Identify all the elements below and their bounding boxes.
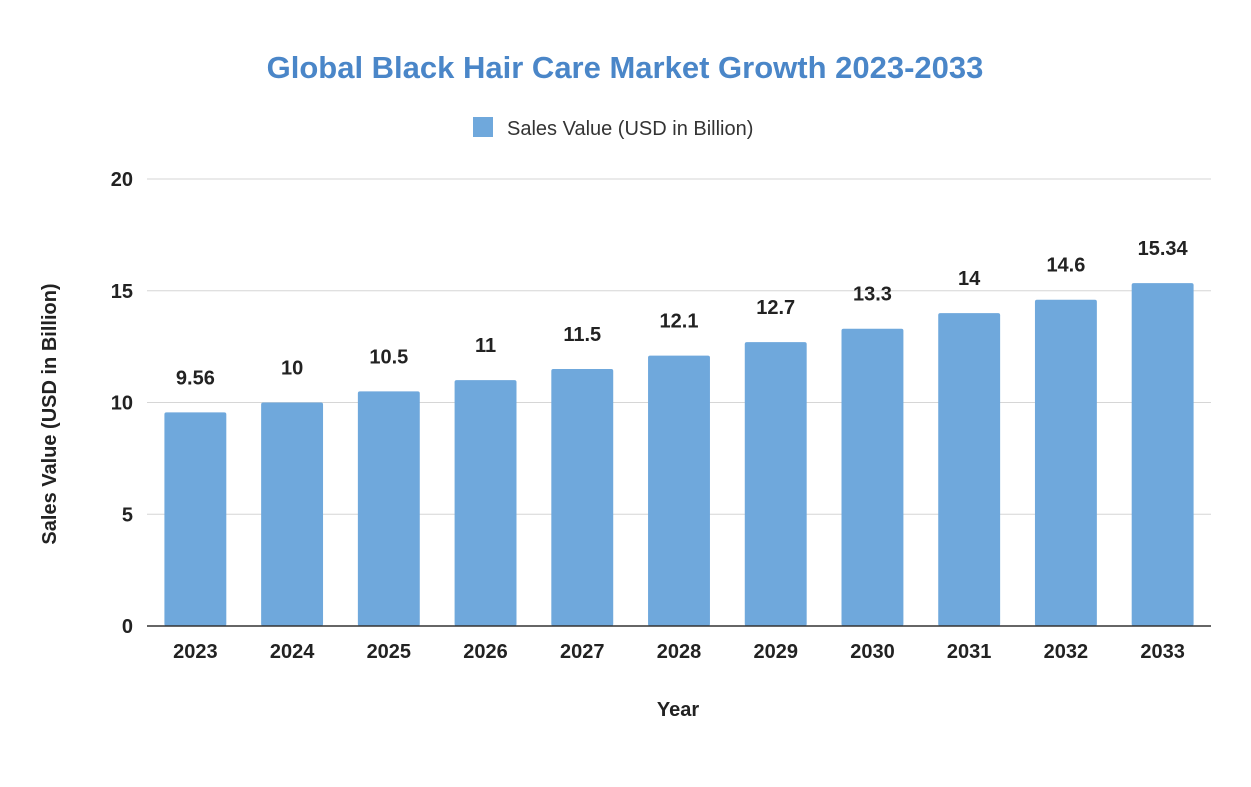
data-labels: 9.56 10 10.5 11 11.5 12.1 12.7 13.3 14 14.6 15.34: [176, 238, 1189, 389]
x-tick-label-2027: 2027: [560, 641, 605, 663]
y-tick-label-15: 15: [111, 281, 133, 303]
x-tick-label-2025: 2025: [367, 641, 412, 663]
x-tick-label-2029: 2029: [753, 641, 798, 663]
data-label-2028: 12.1: [660, 311, 699, 333]
bar-2033: [1131, 283, 1194, 626]
y-tick-label-5: 5: [122, 504, 133, 526]
data-label-2027: 11.5: [563, 324, 601, 346]
y-axis-ticks: 0 5 10 15 20: [111, 169, 133, 638]
y-tick-label-0: 0: [122, 616, 133, 638]
data-label-2025: 10.5: [369, 346, 408, 368]
bar-2030: [841, 328, 904, 626]
bar-2023: [164, 412, 227, 626]
data-label-2026: 11: [475, 335, 496, 357]
y-tick-label-10: 10: [111, 393, 133, 415]
x-tick-label-2024: 2024: [270, 641, 315, 663]
y-tick-label-20: 20: [111, 169, 133, 191]
data-label-2032: 14.6: [1046, 255, 1085, 277]
bar-2028: [648, 355, 710, 626]
legend-label: Sales Value (USD in Billion): [507, 118, 753, 140]
bar-2025: [357, 391, 420, 626]
data-label-2024: 10: [281, 358, 303, 380]
x-tick-label-2023: 2023: [173, 641, 218, 663]
bar-2032: [1034, 299, 1097, 626]
data-label-2029: 12.7: [756, 297, 795, 319]
chart-title: Global Black Hair Care Market Growth 202…: [267, 50, 984, 85]
data-label-2031: 14: [958, 268, 981, 290]
y-axis-title: Sales Value (USD in Billion): [39, 283, 61, 544]
x-tick-label-2031: 2031: [947, 641, 992, 663]
bars: [164, 283, 1194, 626]
bar-2026: [454, 380, 517, 626]
x-axis-ticks: 2023 2024 2025 2026 2027 2028 2029 2030 2031 2032…: [173, 641, 1185, 663]
data-label-2023: 9.56: [176, 367, 215, 389]
x-axis-title: Year: [657, 699, 699, 721]
bar-2024: [261, 402, 324, 626]
x-tick-label-2028: 2028: [657, 641, 702, 663]
data-label-2033: 15.34: [1138, 238, 1189, 260]
bar-2031: [938, 313, 1001, 626]
bar-2029: [744, 342, 807, 626]
x-tick-label-2030: 2030: [850, 641, 895, 663]
legend: Sales Value (USD in Billion): [473, 117, 753, 140]
legend-swatch: [473, 117, 493, 137]
x-tick-label-2026: 2026: [463, 641, 508, 663]
x-tick-label-2033: 2033: [1140, 641, 1185, 663]
data-label-2030: 13.3: [853, 284, 892, 306]
bar-2027: [551, 368, 614, 626]
x-tick-label-2032: 2032: [1044, 641, 1089, 663]
